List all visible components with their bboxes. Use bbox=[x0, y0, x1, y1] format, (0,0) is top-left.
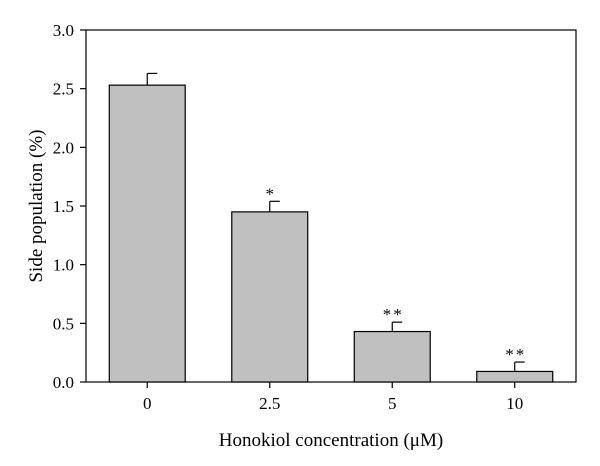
significance-marker-10: ** bbox=[505, 345, 526, 364]
bar-2.5 bbox=[231, 211, 309, 383]
significance-marker-2.5: * bbox=[266, 184, 277, 203]
y-axis: 0.0 0.5 1.0 1.5 2.0 2.5 3.0 bbox=[53, 21, 86, 392]
x-tick-label: 5 bbox=[388, 394, 397, 413]
y-tick-label: 0.5 bbox=[53, 314, 74, 333]
x-tick-label: 0 bbox=[143, 394, 152, 413]
y-tick-label: 2.0 bbox=[53, 138, 74, 157]
x-tick-label: 2.5 bbox=[259, 394, 280, 413]
y-axis-title: Side population (%) bbox=[26, 129, 47, 282]
y-tick-label: 2.5 bbox=[53, 80, 74, 99]
bar-5 bbox=[353, 330, 431, 383]
y-tick-label: 1.5 bbox=[53, 197, 74, 216]
bars-group bbox=[108, 84, 554, 383]
bar-10 bbox=[476, 370, 554, 383]
error-bars-group bbox=[146, 72, 525, 372]
y-tick-label: 0.0 bbox=[53, 373, 74, 392]
y-tick-label: 3.0 bbox=[53, 21, 74, 40]
significance-group: ***** bbox=[266, 184, 526, 364]
x-axis-title: Honokiol concentration (μM) bbox=[219, 430, 443, 451]
x-axis: 0 2.5 5 10 bbox=[143, 382, 523, 413]
bar-0 bbox=[108, 84, 186, 383]
significance-marker-5: ** bbox=[383, 305, 404, 324]
y-tick-label: 1.0 bbox=[53, 256, 74, 275]
x-tick-label: 10 bbox=[506, 394, 523, 413]
